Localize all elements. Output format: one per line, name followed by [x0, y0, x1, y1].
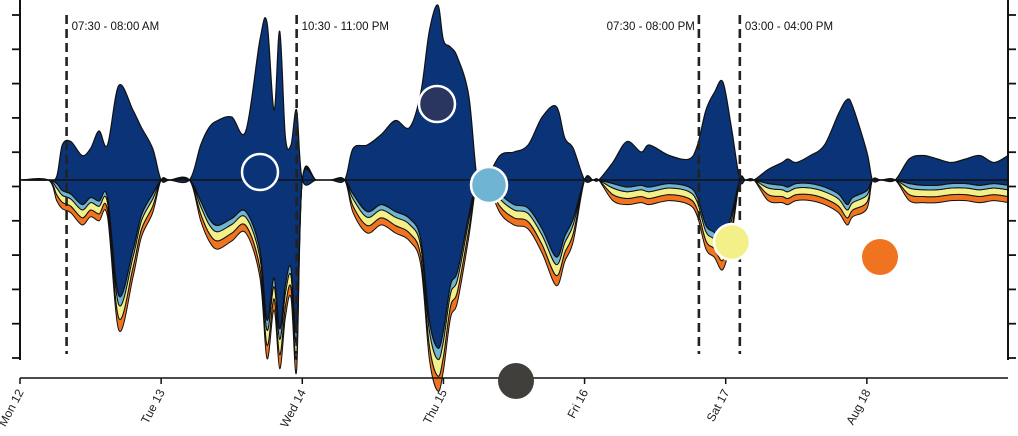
legend-markers	[240, 84, 898, 399]
time-annotations: 07:30 - 08:00 AM 10:30 - 11:00 PM 07:30 - …	[65, 15, 833, 354]
x-tick-label: Aug 18	[843, 387, 873, 427]
annotation-label: 07:30 - 08:00 AM	[72, 21, 160, 33]
legend-marker	[498, 363, 534, 399]
annotation-label: 10:30 - 11:00 PM	[302, 21, 389, 33]
x-tick-label: Tue 13	[138, 387, 168, 426]
x-tick-label: Thu 15	[420, 387, 450, 427]
annotation-label: 03:00 - 04:00 PM	[745, 21, 833, 33]
x-tick-label: Sat 17	[704, 387, 733, 424]
stream-layer-1	[19, 4, 1009, 349]
legend-marker	[240, 152, 280, 192]
stream-layers	[19, 4, 1009, 392]
legend-marker	[469, 165, 509, 205]
legend-marker	[862, 239, 898, 275]
legend-marker	[417, 84, 457, 124]
annotation-label: 07:30 - 08:00 PM	[607, 21, 695, 33]
legend-marker	[712, 222, 752, 262]
x-tick-label: Fri 16	[564, 387, 591, 421]
x-tick-label: Mon 12	[0, 387, 27, 429]
x-tick-label: Wed 14	[277, 387, 309, 430]
